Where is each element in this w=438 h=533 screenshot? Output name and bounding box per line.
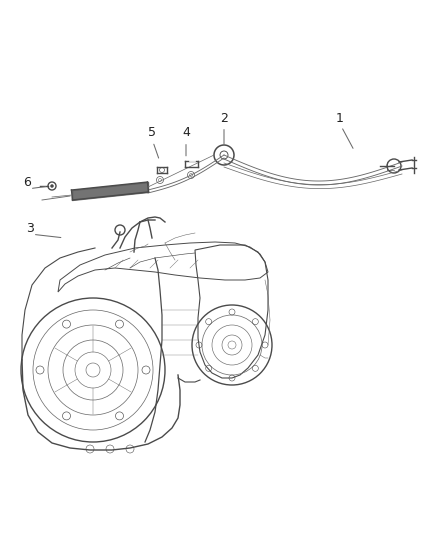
Text: 3: 3 xyxy=(26,222,34,235)
Text: 5: 5 xyxy=(148,126,156,140)
Circle shape xyxy=(50,184,53,188)
Text: 6: 6 xyxy=(23,176,31,190)
Text: 2: 2 xyxy=(220,111,228,125)
Text: 4: 4 xyxy=(182,126,190,140)
Text: 1: 1 xyxy=(336,111,344,125)
